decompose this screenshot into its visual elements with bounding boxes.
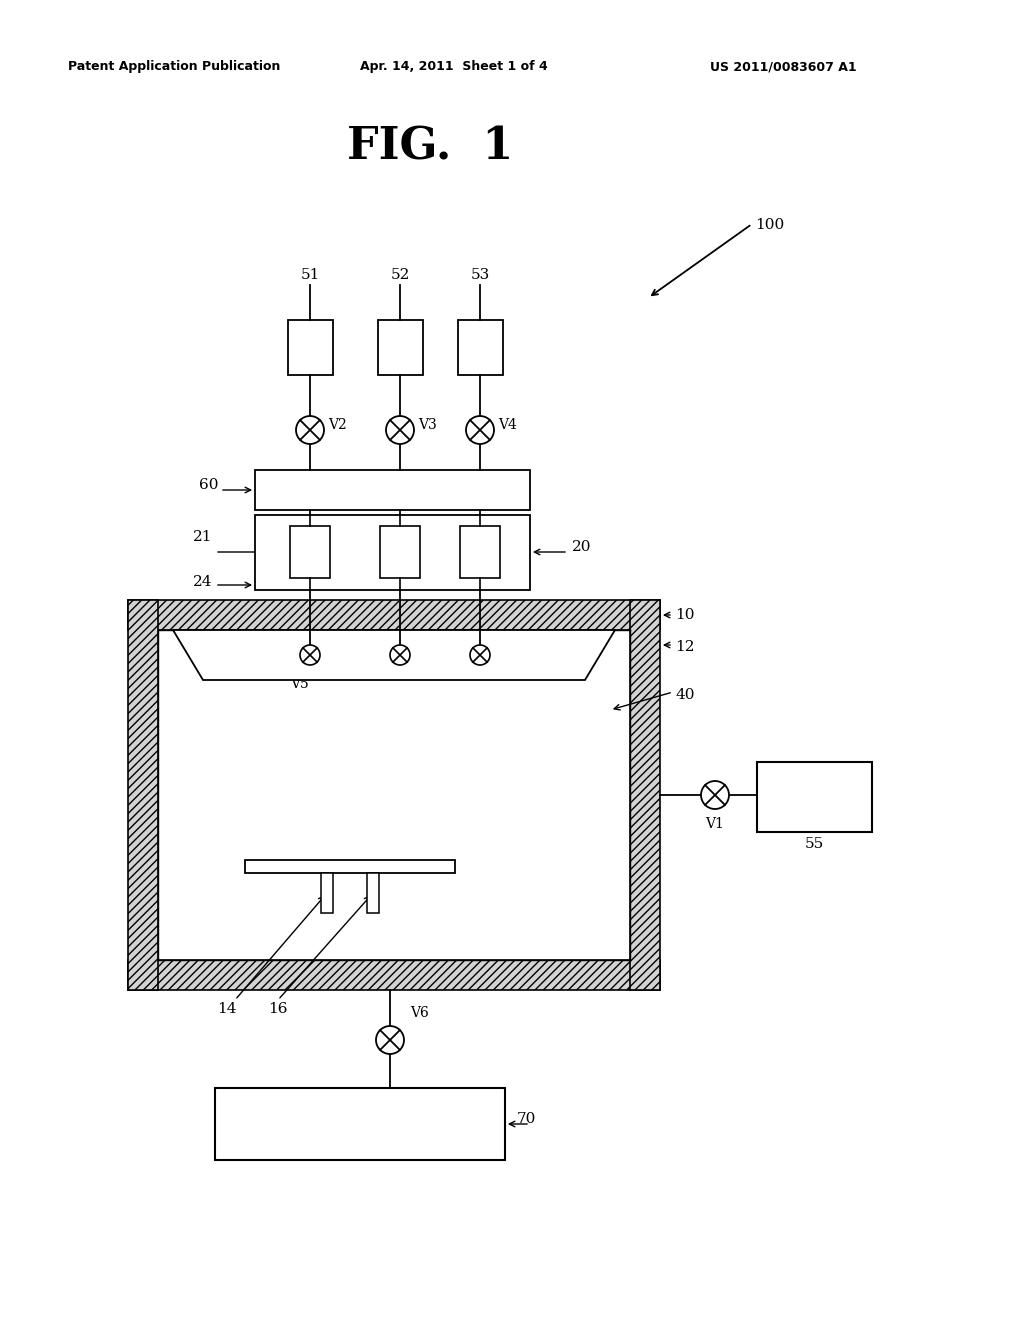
Bar [630, 601, 660, 990]
Text: 60: 60 [199, 478, 218, 492]
Text: FIG.  1: FIG. 1 [347, 125, 513, 168]
Bar [380, 525, 420, 578]
Text: 40: 40 [675, 688, 694, 702]
Circle shape [466, 416, 494, 444]
Circle shape [390, 645, 410, 665]
Text: Patent Application Publication: Patent Application Publication [68, 59, 281, 73]
Bar [288, 319, 333, 375]
Text: 16: 16 [268, 1002, 288, 1016]
Text: V3: V3 [418, 418, 437, 432]
Circle shape [296, 416, 324, 444]
Polygon shape [173, 630, 615, 680]
Bar [255, 515, 530, 590]
Text: V2: V2 [328, 418, 347, 432]
Text: N₂: N₂ [802, 783, 826, 801]
Bar [128, 601, 660, 630]
Bar [128, 960, 660, 990]
Text: 100: 100 [755, 218, 784, 232]
Text: V1: V1 [706, 817, 724, 832]
Text: 51: 51 [300, 268, 319, 282]
Text: 12: 12 [675, 640, 694, 653]
Bar [128, 601, 158, 990]
Text: V6: V6 [410, 1006, 429, 1020]
Bar [321, 873, 333, 913]
Bar [458, 319, 503, 375]
Text: 21: 21 [193, 531, 212, 544]
Text: 55: 55 [805, 837, 823, 851]
Text: 10: 10 [675, 609, 694, 622]
Bar [367, 873, 379, 913]
Text: 20: 20 [572, 540, 592, 554]
Circle shape [701, 781, 729, 809]
Text: US 2011/0083607 A1: US 2011/0083607 A1 [710, 59, 857, 73]
Bar [460, 525, 500, 578]
Text: V4: V4 [498, 418, 517, 432]
Bar [245, 861, 455, 873]
Circle shape [386, 416, 414, 444]
Bar [757, 762, 872, 832]
Text: V5: V5 [291, 677, 309, 690]
Text: 53: 53 [470, 268, 489, 282]
Circle shape [470, 645, 490, 665]
Text: 14: 14 [217, 1002, 237, 1016]
Text: Apr. 14, 2011  Sheet 1 of 4: Apr. 14, 2011 Sheet 1 of 4 [360, 59, 548, 73]
Text: 24: 24 [193, 576, 212, 589]
Bar [255, 470, 530, 510]
Bar [215, 1088, 505, 1160]
Circle shape [300, 645, 319, 665]
Bar [158, 630, 630, 960]
Text: DISCHARGE PUMP: DISCHARGE PUMP [278, 1117, 442, 1131]
Bar [378, 319, 423, 375]
Bar [290, 525, 330, 578]
Circle shape [376, 1026, 404, 1053]
Text: 70: 70 [517, 1111, 537, 1126]
Text: 52: 52 [390, 268, 410, 282]
